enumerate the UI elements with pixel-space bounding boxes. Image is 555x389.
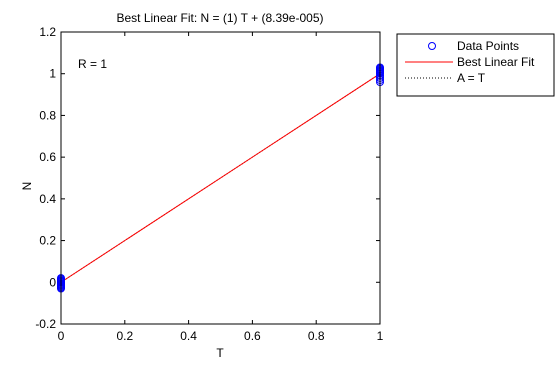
x-tick-label: 0.2: [116, 329, 133, 343]
legend-label: A = T: [457, 71, 486, 85]
legend: Data Points Best Linear Fit A = T: [396, 33, 555, 97]
x-tick-label: 0: [58, 329, 65, 343]
y-tick-label: 0.8: [39, 108, 56, 122]
x-tick-label: 0.8: [308, 329, 325, 343]
y-axis-label: N: [20, 182, 34, 191]
legend-box: [396, 33, 555, 97]
y-tick-label: 1.2: [39, 25, 56, 39]
chart-title: Best Linear Fit: N = (1) T + (8.39e-005): [117, 11, 324, 25]
legend-swatch-data-points: [428, 42, 436, 50]
x-tick-label: 1: [377, 329, 384, 343]
r-annotation: R = 1: [78, 57, 107, 71]
y-tick-label: -0.2: [35, 317, 56, 331]
y-tick-label: 0.2: [39, 234, 56, 248]
y-tick-label: 0: [49, 275, 56, 289]
x-axis-ticks: 0 0.2 0.4 0.6 0.8 1: [58, 32, 384, 343]
x-axis-label: T: [216, 346, 224, 360]
best-fit-line: [60, 73, 381, 283]
legend-label: Best Linear Fit: [457, 55, 535, 69]
y-tick-label: 0.4: [39, 192, 56, 206]
x-tick-label: 0.6: [244, 329, 261, 343]
legend-label: Data Points: [457, 39, 519, 53]
y-tick-label: 0.6: [39, 150, 56, 164]
legend-items: Data Points Best Linear Fit A = T: [405, 39, 535, 85]
plot-frame: [60, 31, 381, 325]
y-tick-label: 1: [49, 67, 56, 81]
y-axis-ticks: -0.2 0 0.2 0.4 0.6 0.8 1 1.2: [35, 25, 380, 331]
x-tick-label: 0.4: [180, 329, 197, 343]
